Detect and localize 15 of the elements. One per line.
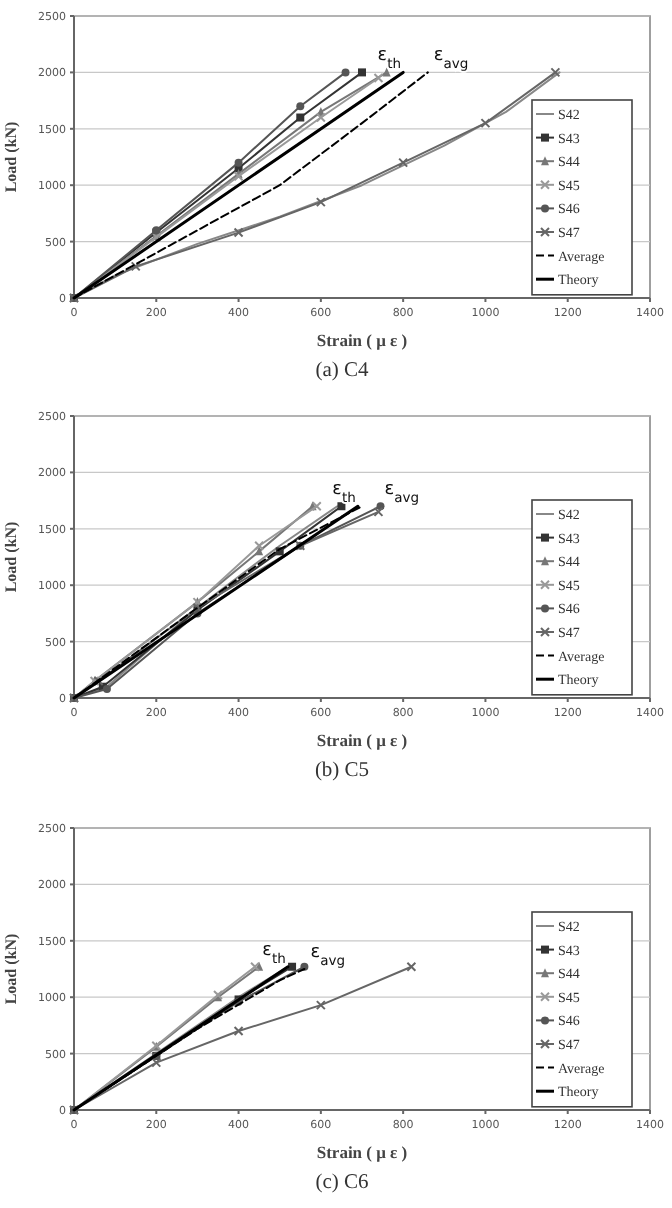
x-axis-title: Strain ( μ ε ) [316,1142,408,1162]
x-axis-title: Strain ( μ ε ) [316,330,408,350]
annotation: ε$_{avg}$ [384,480,420,507]
annotation: ε$_{th}$ [332,480,356,507]
x-axis-title: Strain ( μ ε ) [316,730,408,750]
annotation: ε$_{avg}$ [310,943,345,969]
text: (a) C4 [315,360,371,382]
y-axis-title: Load (kN) [2,120,20,193]
y-axis-title: Load (kN) [2,932,20,1005]
y-axis-title: Load (kN) [2,520,20,593]
annotation: ε$_{avg}$ [433,46,469,73]
text: (c) C6 [315,1172,369,1194]
text: (b) C5 [314,760,370,782]
annotation: ε$_{th}$ [262,940,286,967]
annotation: ε$_{th}$ [377,46,402,73]
